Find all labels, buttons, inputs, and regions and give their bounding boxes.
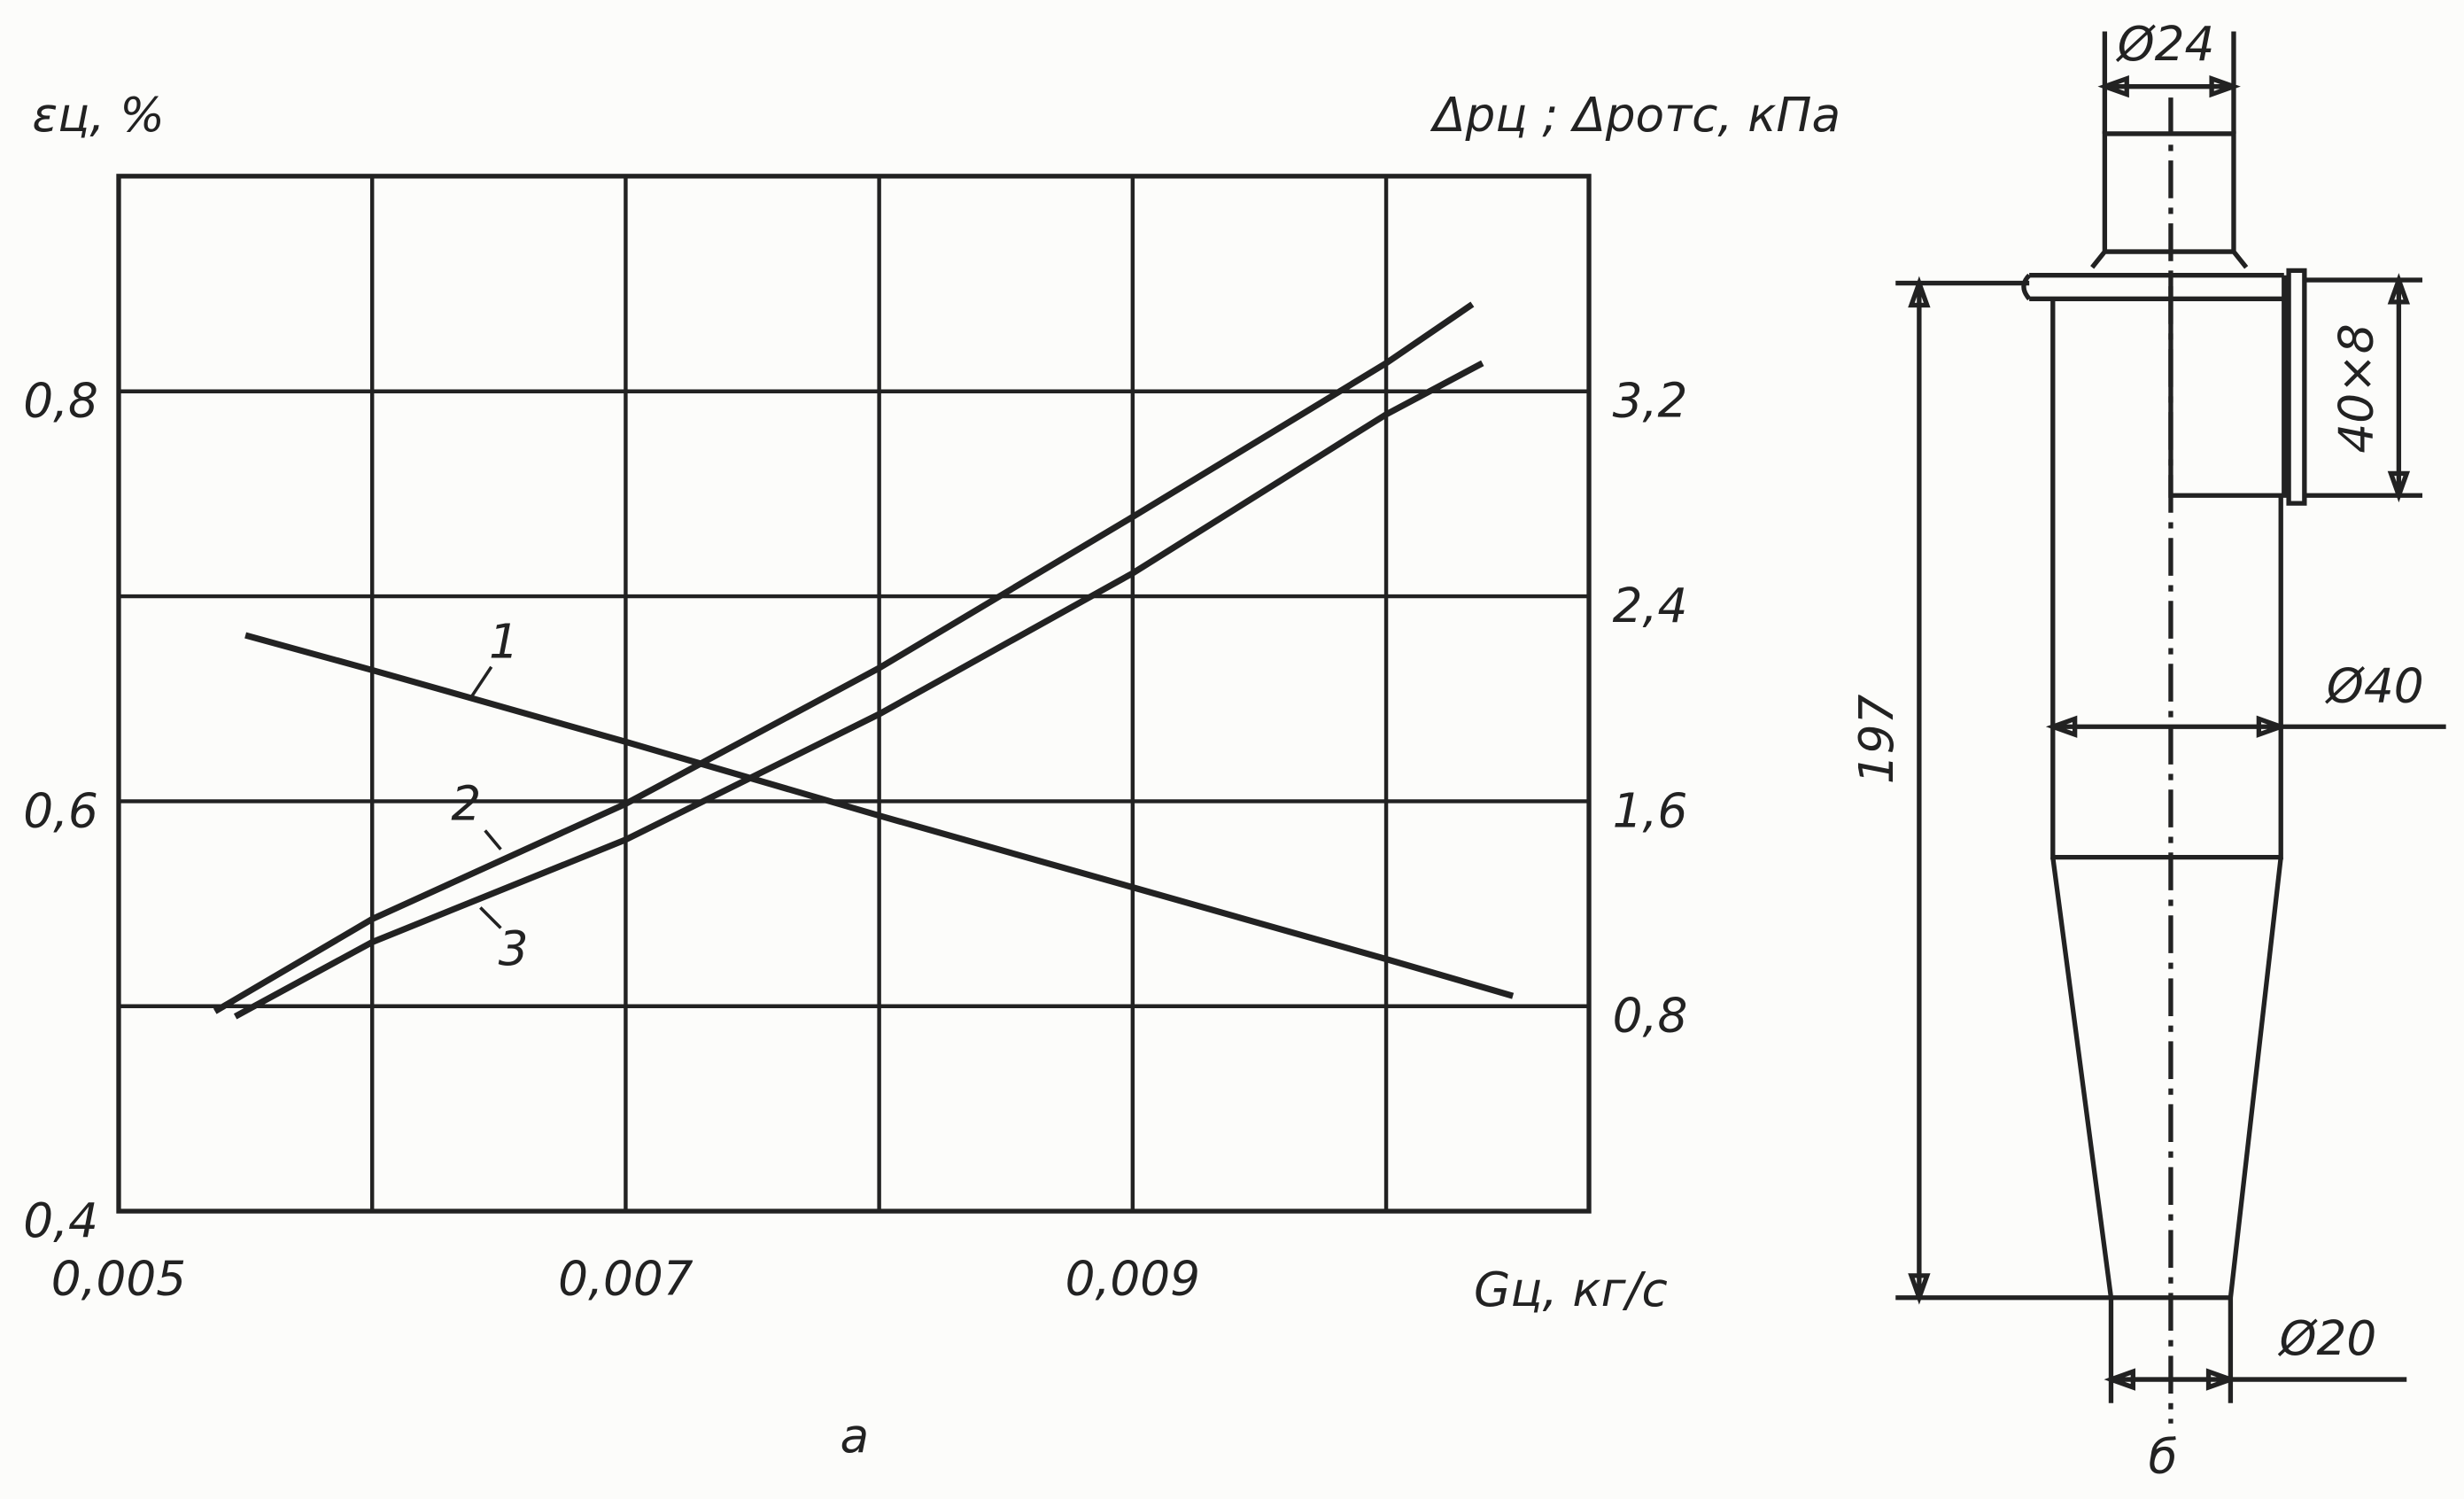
body bbox=[2050, 268, 2307, 860]
data-line bbox=[244, 632, 1515, 999]
series-label: 1 bbox=[489, 615, 519, 670]
series-label: 3 bbox=[499, 921, 529, 976]
x-tick-label: 0,005 bbox=[51, 1252, 186, 1307]
panel-label: а bbox=[841, 1409, 870, 1464]
y2-tick-label: 0,8 bbox=[1613, 989, 1688, 1044]
outlet-pipe bbox=[2021, 131, 2284, 301]
leader-line bbox=[479, 906, 502, 929]
y2-axis-label: Δpц ; Δpотс, кПа bbox=[1430, 88, 1840, 143]
data-line bbox=[233, 360, 1484, 1020]
dimension-label: Ø40 bbox=[2325, 658, 2424, 713]
dim-197 bbox=[1895, 276, 2111, 1305]
dimension-label: 40×8 bbox=[2329, 323, 2384, 453]
series-label: 2 bbox=[451, 776, 481, 831]
y-tick-label: 0,6 bbox=[23, 783, 98, 838]
cyclone-drawing: Ø24 40×8 Ø40 197 Ø20 б bbox=[1849, 17, 2446, 1484]
x-tick-label: 0,007 bbox=[558, 1252, 693, 1307]
y2-tick-label: 3,2 bbox=[1613, 374, 1688, 429]
plot-frame bbox=[116, 174, 1592, 1214]
y-axis-label: εц, % bbox=[32, 88, 164, 143]
leader-line bbox=[468, 665, 493, 702]
cone bbox=[2050, 857, 2283, 1301]
dim-40x8 bbox=[2304, 273, 2423, 503]
y2-tick-label: 1,6 bbox=[1613, 783, 1688, 838]
x-tick-label: 0,009 bbox=[1065, 1252, 1200, 1307]
dimension-label: Ø20 bbox=[2278, 1311, 2377, 1366]
panel-label: б bbox=[2149, 1429, 2178, 1484]
dimension-label: 197 bbox=[1849, 695, 1904, 785]
leader-line bbox=[484, 829, 502, 850]
y-tick-label: 0,4 bbox=[23, 1193, 98, 1248]
y-tick-label: 0,8 bbox=[23, 374, 98, 429]
data-line bbox=[213, 301, 1475, 1014]
dim-24 bbox=[2097, 31, 2241, 134]
dim-40 bbox=[2045, 715, 2446, 738]
dimension-label: Ø24 bbox=[2116, 17, 2215, 72]
y2-tick-label: 2,4 bbox=[1613, 579, 1688, 633]
x-axis-label: Gц, кг/с bbox=[1474, 1262, 1668, 1317]
dim-20 bbox=[2104, 1297, 2407, 1403]
